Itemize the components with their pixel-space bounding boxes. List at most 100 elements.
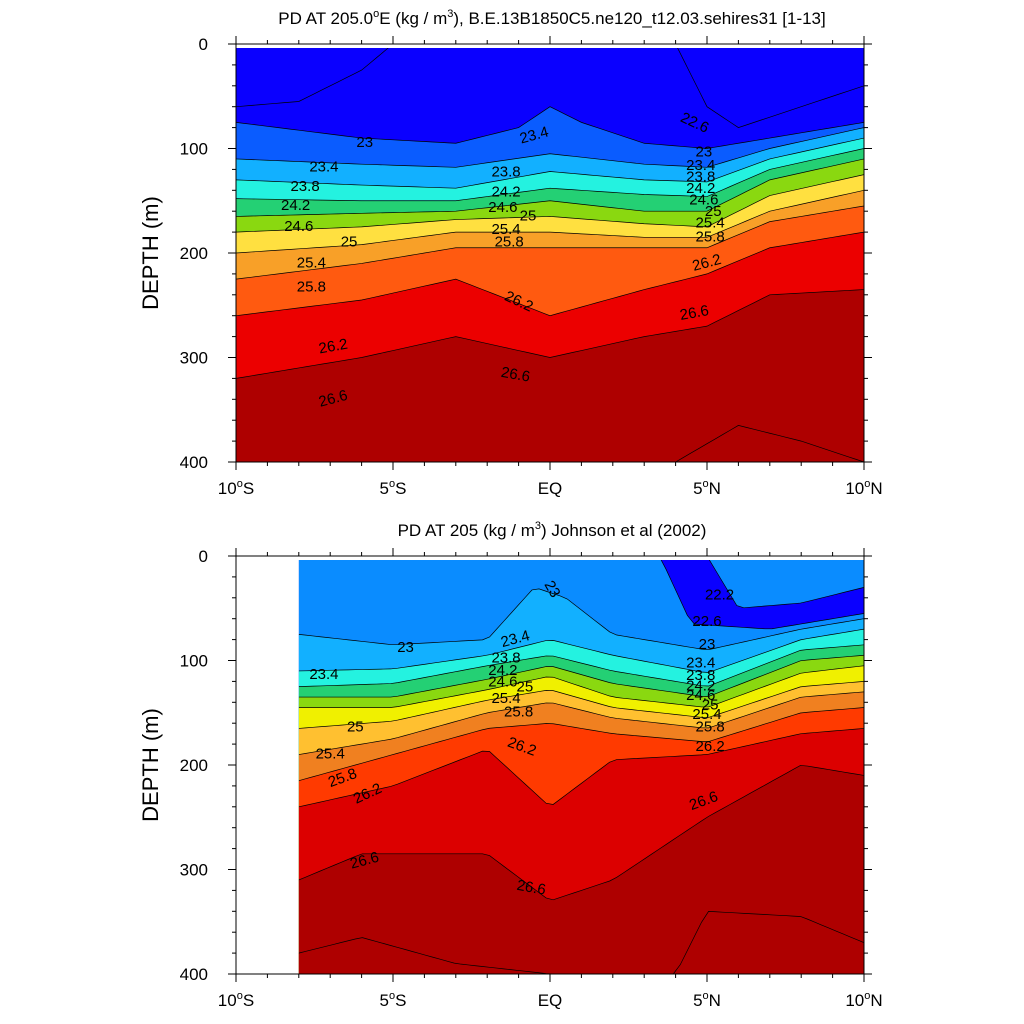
x-tick-label: 10oN: [845, 990, 882, 1010]
y-tick-label: 100: [180, 140, 208, 159]
contour-label: 25.4: [491, 221, 520, 238]
contour-label: 24.6: [488, 199, 517, 216]
contour-line-25.8: [298, 707, 864, 782]
contour-label: 24.6: [488, 673, 517, 690]
contour-label: 23.4: [686, 157, 715, 174]
contour-label: 25.4: [491, 690, 520, 707]
contour-label: 26.6: [317, 387, 350, 411]
y-tick-label: 100: [180, 652, 208, 671]
x-tick-label: 5oN: [693, 478, 721, 498]
contour-label: 25.8: [495, 234, 524, 251]
y-tick-label: 200: [180, 756, 208, 775]
contour-label: 23: [699, 636, 716, 653]
contour-line-26.6: [298, 765, 864, 901]
contour-label: 25.4: [696, 215, 725, 232]
contour-label: 23.8: [491, 649, 520, 666]
contour-label: 23.8: [491, 164, 520, 181]
contour-label: 26.6: [515, 877, 547, 899]
y-tick-label: 200: [180, 244, 208, 263]
contour-label: 26.2: [691, 251, 724, 275]
contour-label: 24.2: [488, 662, 517, 679]
x-tick-label: 10oS: [218, 990, 254, 1010]
contour-line-25: [236, 174, 864, 233]
contour-band-26.8: [236, 425, 864, 462]
contour-label: 25.8: [504, 704, 533, 721]
x-tick-label: EQ: [538, 991, 563, 1010]
y-axis-label: DEPTH (m): [138, 708, 163, 822]
x-tick-label: 10oN: [845, 478, 882, 498]
contour-label: 26.6: [348, 849, 381, 873]
contour-line-22.6: [660, 560, 864, 630]
contour-line-24.2: [298, 654, 864, 698]
contour-label: 23.4: [518, 123, 551, 147]
contour-line-24.6: [298, 665, 864, 708]
contour-label: 26.6: [500, 364, 532, 386]
contour-label: 25.8: [696, 228, 725, 245]
x-tick-label: 10oS: [218, 478, 254, 498]
y-tick-label: 0: [199, 35, 208, 54]
filled-contours: [298, 560, 864, 974]
x-tick-label: EQ: [538, 479, 563, 498]
contour-label: 23.4: [309, 666, 338, 683]
contour-line-26.8: [236, 425, 864, 462]
contour-label: 25.4: [316, 746, 345, 763]
contour-line-25.8: [236, 205, 864, 280]
contour-label: 23: [356, 134, 373, 151]
contour-label: 25: [702, 696, 719, 713]
chart-title: PD AT 205 (kg / m3) Johnson et al (2002): [398, 520, 707, 540]
y-tick-label: 0: [199, 547, 208, 566]
contour-label: 25.4: [692, 706, 721, 723]
contour-label: 23.8: [686, 667, 715, 684]
contour-label: 25: [705, 203, 722, 220]
contour-label: 23.8: [290, 178, 319, 195]
contour-line-26.2: [236, 231, 864, 317]
contour-line-23: [298, 588, 864, 651]
contour-label: 24.2: [686, 180, 715, 197]
chart-panel-1: 2323.423.824.224.62525.425.826.226.623.4…: [138, 8, 883, 498]
contour-label: 25: [341, 234, 358, 251]
contour-label: 22.6: [692, 613, 721, 630]
contour-band-26.6: [236, 289, 864, 462]
contour-line-25: [298, 681, 864, 729]
contour-label: 24.6: [284, 218, 313, 235]
chart-panel-2: 2323.42525.425.826.226.62323.423.824.224…: [138, 520, 883, 1010]
contour-label: 23: [397, 639, 414, 656]
contour-line-23.8: [236, 137, 864, 189]
y-axis-label: DEPTH (m): [138, 196, 163, 310]
y-tick-label: 300: [180, 861, 208, 880]
y-tick-label: 300: [180, 349, 208, 368]
x-tick-label: 5oN: [693, 990, 721, 1010]
contour-line-25.4: [236, 189, 864, 254]
contour-label: 25.4: [297, 254, 326, 271]
contour-line-25.4: [298, 691, 864, 755]
contour-line-24.2: [236, 148, 864, 202]
contour-line-22.6: [236, 48, 864, 128]
contour-label: 25.8: [297, 278, 326, 295]
contour-label: 24.2: [281, 197, 310, 214]
contour-label: 23: [696, 144, 713, 161]
contour-label: 25: [517, 679, 534, 696]
contour-label: 22.2: [705, 587, 734, 604]
contour-label: 23.4: [309, 158, 338, 175]
contour-line-26.2: [298, 728, 864, 808]
contour-label: 24.6: [686, 687, 715, 704]
contour-line-22.2: [708, 560, 864, 609]
contour-line-23: [236, 106, 864, 149]
contour-label: 25.8: [696, 718, 725, 735]
contour-label: 26.2: [317, 336, 349, 358]
contour-label: 24.2: [491, 183, 520, 200]
contour-band-26.8: [298, 911, 864, 974]
x-tick-label: 5oS: [380, 478, 407, 498]
contour-line-26.6: [236, 289, 864, 379]
contour-line-23.4: [298, 628, 864, 673]
contour-line-26.8: [298, 911, 864, 974]
x-tick-label: 5oS: [380, 990, 407, 1010]
contour-line-23.4: [236, 127, 864, 168]
contour-label: 23: [540, 578, 563, 601]
contour-label: 23.4: [499, 627, 532, 651]
contour-label: 23.8: [686, 169, 715, 186]
contour-label: 26.2: [696, 738, 725, 755]
contour-label: 25: [347, 718, 364, 735]
contour-label: 24.2: [686, 678, 715, 695]
